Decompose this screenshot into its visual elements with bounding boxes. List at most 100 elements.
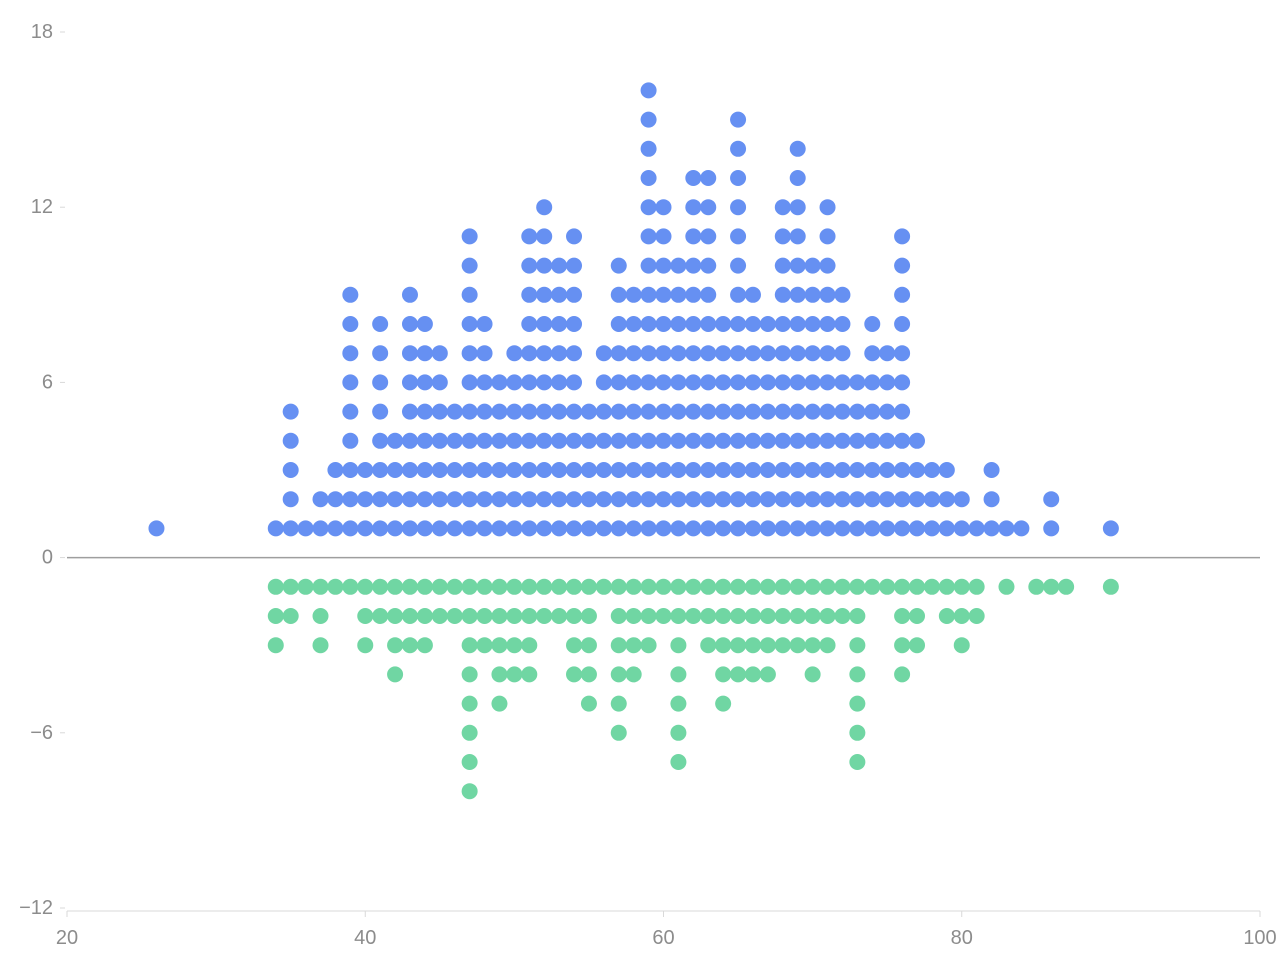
negative-dot bbox=[685, 608, 702, 624]
positive-dot bbox=[595, 432, 612, 449]
positive-dot bbox=[744, 403, 761, 420]
negative-dot bbox=[521, 608, 538, 624]
negative-dots bbox=[267, 578, 1119, 800]
positive-dot bbox=[744, 374, 761, 391]
positive-dot bbox=[834, 520, 851, 537]
negative-dot bbox=[700, 608, 717, 624]
positive-dot bbox=[580, 491, 597, 508]
positive-dot bbox=[282, 432, 299, 449]
positive-dot bbox=[804, 432, 821, 449]
positive-dot bbox=[312, 520, 329, 537]
positive-dot bbox=[461, 286, 478, 303]
positive-dot bbox=[431, 432, 448, 449]
negative-dot bbox=[521, 666, 538, 683]
negative-dot bbox=[744, 666, 761, 683]
positive-dot bbox=[521, 286, 538, 303]
positive-dot bbox=[819, 520, 836, 537]
positive-dot bbox=[610, 316, 627, 332]
positive-dot bbox=[566, 257, 583, 274]
positive-dot bbox=[595, 403, 612, 420]
negative-dot bbox=[357, 608, 374, 624]
positive-dot bbox=[640, 286, 657, 303]
positive-dot bbox=[670, 286, 687, 303]
positive-dot bbox=[700, 170, 717, 186]
positive-dot bbox=[894, 403, 911, 420]
positive-dot bbox=[595, 345, 612, 362]
positive-dot bbox=[879, 432, 896, 449]
positive-dot bbox=[655, 374, 672, 391]
positive-dot bbox=[759, 520, 776, 537]
y-tick-label: −6 bbox=[30, 722, 53, 744]
positive-dot bbox=[580, 432, 597, 449]
negative-dot bbox=[461, 754, 478, 770]
positive-dot bbox=[431, 462, 448, 478]
positive-dot bbox=[849, 462, 866, 478]
positive-dot bbox=[730, 111, 747, 128]
positive-dot bbox=[670, 432, 687, 449]
negative-dot bbox=[387, 578, 404, 595]
positive-dot bbox=[1043, 491, 1060, 508]
positive-dot bbox=[566, 462, 583, 478]
positive-dot bbox=[610, 374, 627, 391]
positive-dot bbox=[983, 491, 1000, 508]
positive-dot bbox=[685, 228, 702, 245]
positive-dot bbox=[789, 140, 806, 157]
positive-dot bbox=[372, 432, 389, 449]
negative-dot bbox=[864, 578, 881, 595]
positive-dot bbox=[655, 491, 672, 508]
positive-dot bbox=[864, 462, 881, 478]
positive-dot bbox=[834, 491, 851, 508]
positive-dot bbox=[521, 432, 538, 449]
positive-dot bbox=[789, 170, 806, 186]
positive-dot bbox=[610, 462, 627, 478]
negative-dot bbox=[744, 637, 761, 654]
negative-dot bbox=[909, 608, 926, 624]
positive-dot bbox=[610, 345, 627, 362]
y-tick-label: 6 bbox=[42, 371, 53, 393]
positive-dot bbox=[804, 491, 821, 508]
negative-dot bbox=[536, 608, 553, 624]
positive-dot bbox=[342, 374, 359, 391]
positive-dot bbox=[566, 491, 583, 508]
positive-dot bbox=[670, 403, 687, 420]
negative-dot bbox=[476, 578, 493, 595]
positive-dot bbox=[789, 520, 806, 537]
negative-dot bbox=[610, 695, 627, 712]
positive-dot bbox=[536, 228, 553, 245]
positive-dot bbox=[700, 462, 717, 478]
negative-dot bbox=[819, 578, 836, 595]
positive-dot bbox=[416, 403, 433, 420]
positive-dot bbox=[700, 374, 717, 391]
positive-dot bbox=[774, 462, 791, 478]
y-tick-label: −12 bbox=[19, 897, 53, 919]
positive-dot bbox=[819, 374, 836, 391]
positive-dot bbox=[610, 491, 627, 508]
positive-dot bbox=[312, 491, 329, 508]
positive-dot bbox=[536, 462, 553, 478]
positive-dot bbox=[670, 491, 687, 508]
positive-dot bbox=[521, 316, 538, 332]
positive-dot bbox=[401, 491, 418, 508]
x-tick-label: 80 bbox=[951, 927, 973, 949]
positive-dot bbox=[521, 520, 538, 537]
positive-dot bbox=[461, 403, 478, 420]
positive-dot bbox=[730, 462, 747, 478]
positive-dot bbox=[864, 520, 881, 537]
x-tick-label: 20 bbox=[56, 927, 78, 949]
positive-dot bbox=[774, 520, 791, 537]
positive-dot bbox=[774, 286, 791, 303]
negative-dot bbox=[267, 608, 284, 624]
positive-dot bbox=[655, 403, 672, 420]
positive-dot bbox=[342, 462, 359, 478]
positive-dot bbox=[431, 374, 448, 391]
positive-dot bbox=[595, 374, 612, 391]
negative-dot bbox=[968, 578, 985, 595]
positive-dot bbox=[610, 432, 627, 449]
positive-dot bbox=[566, 228, 583, 245]
negative-dot bbox=[953, 608, 970, 624]
positive-dot bbox=[536, 520, 553, 537]
negative-dot bbox=[730, 608, 747, 624]
positive-dot bbox=[625, 520, 642, 537]
positive-dot bbox=[640, 462, 657, 478]
negative-dot bbox=[521, 578, 538, 595]
